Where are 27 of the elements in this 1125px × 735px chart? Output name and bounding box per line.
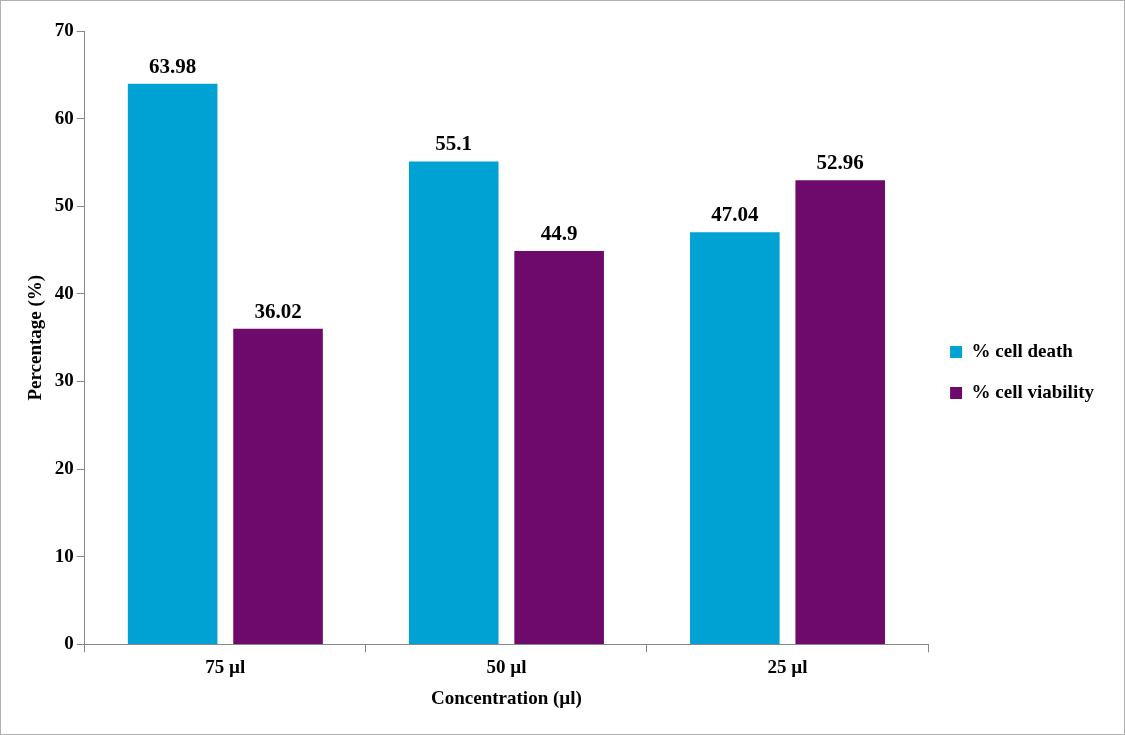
bar bbox=[127, 83, 218, 644]
legend-label: % cell death bbox=[971, 339, 1074, 361]
x-tick-label: 50 µl bbox=[486, 655, 527, 677]
y-tick-label: 50 bbox=[54, 194, 74, 216]
bar bbox=[690, 232, 780, 644]
data-label: 44.9 bbox=[540, 220, 578, 245]
data-label: 52.96 bbox=[816, 150, 864, 175]
data-label: 47.04 bbox=[711, 202, 759, 227]
data-label: 63.98 bbox=[149, 53, 197, 78]
bar bbox=[233, 328, 323, 644]
bar bbox=[795, 180, 886, 644]
y-axis-title: Percentage (%) bbox=[24, 274, 47, 401]
bar bbox=[408, 161, 499, 644]
x-tick-label: 25 µl bbox=[767, 655, 808, 677]
y-tick-label: 10 bbox=[54, 544, 74, 566]
x-axis-title: Concentration (µl) bbox=[431, 686, 582, 709]
data-label: 36.02 bbox=[254, 298, 302, 323]
y-tick-label: 20 bbox=[54, 457, 74, 479]
y-tick-label: 0 bbox=[64, 632, 74, 654]
legend-label: % cell viability bbox=[971, 380, 1095, 402]
y-tick-label: 30 bbox=[54, 369, 74, 391]
y-tick-label: 40 bbox=[54, 281, 74, 303]
x-tick-label: 75 µl bbox=[205, 655, 246, 677]
y-tick-label: 60 bbox=[54, 106, 74, 128]
y-tick-label: 70 bbox=[54, 18, 74, 40]
bar bbox=[514, 250, 604, 644]
data-label: 55.1 bbox=[435, 131, 473, 156]
